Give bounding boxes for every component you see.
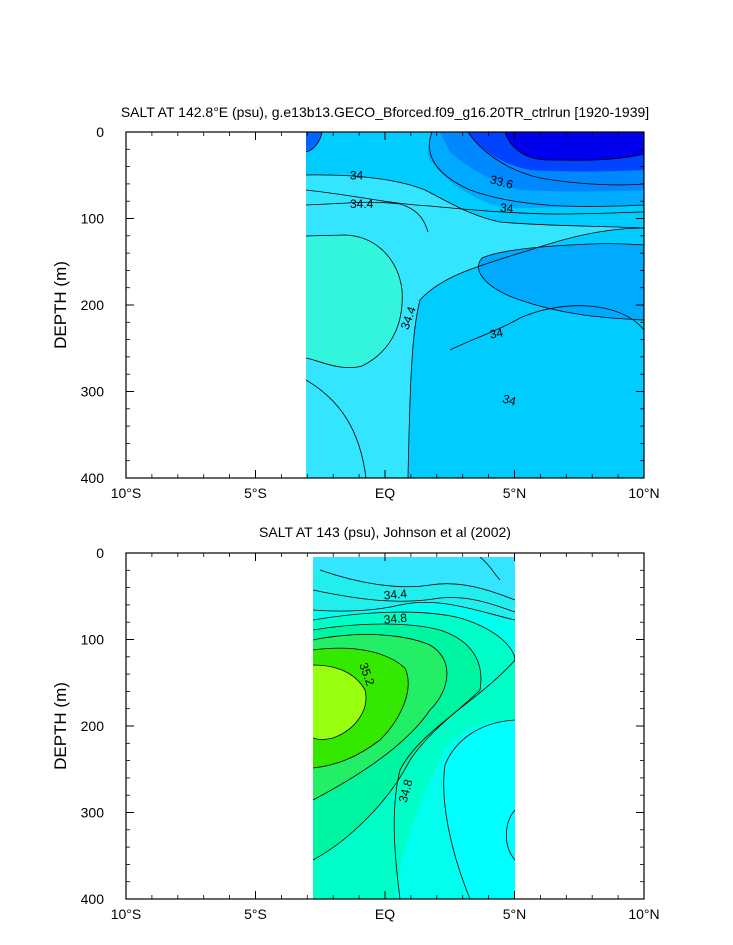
contour-label: 34	[350, 168, 364, 182]
contour-label: 34	[489, 325, 505, 341]
x-tick-label: 10°N	[628, 906, 659, 922]
y-axis-label-observation: DEPTH (m)	[51, 682, 70, 770]
ticks-model: 10°S 5°S EQ 5°N 10°N 0 100 200 300 400	[81, 124, 660, 501]
y-tick-label: 100	[81, 211, 105, 227]
contour-label: 34.4	[350, 197, 374, 211]
x-tick-label: EQ	[375, 485, 395, 501]
salinity-band-deep-east	[443, 720, 515, 899]
ticks-observation: 10°S 5°S EQ 5°N 10°N 0 100 200 300 400	[81, 545, 660, 922]
y-tick-label: 400	[81, 470, 105, 486]
x-tick-label: 5°N	[503, 485, 527, 501]
y-tick-label: 300	[81, 384, 105, 400]
contour-label: 34.8	[383, 611, 408, 627]
y-tick-label: 0	[96, 545, 104, 561]
salinity-band-34.2-34.4	[313, 557, 515, 600]
salinity-band-below-33.4	[505, 132, 644, 161]
contour-fill-model	[306, 132, 644, 478]
y-tick-label: 300	[81, 805, 105, 821]
contour-fill-observation	[313, 557, 515, 899]
x-tick-label: 5°N	[503, 906, 527, 922]
contour-label: 34	[501, 392, 518, 409]
y-tick-label: 400	[81, 891, 105, 907]
x-tick-label: 10°N	[628, 485, 659, 501]
y-tick-label: 0	[96, 124, 104, 140]
panel-observation: 34.434.835.234.8 10°S 5°S EQ 5°N 10°N0100200…	[81, 545, 660, 922]
chart-title-model: SALT AT 142.8°E (psu), g.e13b13.GECO_Bfo…	[121, 104, 649, 120]
y-tick-label: 100	[81, 632, 105, 648]
chart-title-observation: SALT AT 143 (psu), Johnson et al (2002)	[259, 524, 511, 540]
contour-label: 34.4	[383, 587, 408, 603]
contour-label: 34.8	[396, 777, 416, 803]
x-tick-label: 5°S	[244, 485, 267, 501]
y-axis-label-model: DEPTH (m)	[51, 261, 70, 349]
y-tick-label: 200	[81, 297, 105, 313]
salinity-west-corner	[306, 132, 322, 152]
x-tick-label: 5°S	[244, 906, 267, 922]
salinity-band-33.8-34.0	[478, 243, 644, 320]
salinity-band-above-35.6	[313, 665, 366, 740]
salinity-band-34.4-34.6	[306, 235, 403, 368]
y-tick-label: 200	[81, 718, 105, 734]
contour-label: 34	[499, 201, 514, 216]
contour-label: 33.6	[488, 172, 514, 192]
x-tick-label: 10°S	[111, 906, 142, 922]
x-tick-label: 10°S	[111, 485, 142, 501]
x-tick-label: EQ	[375, 906, 395, 922]
